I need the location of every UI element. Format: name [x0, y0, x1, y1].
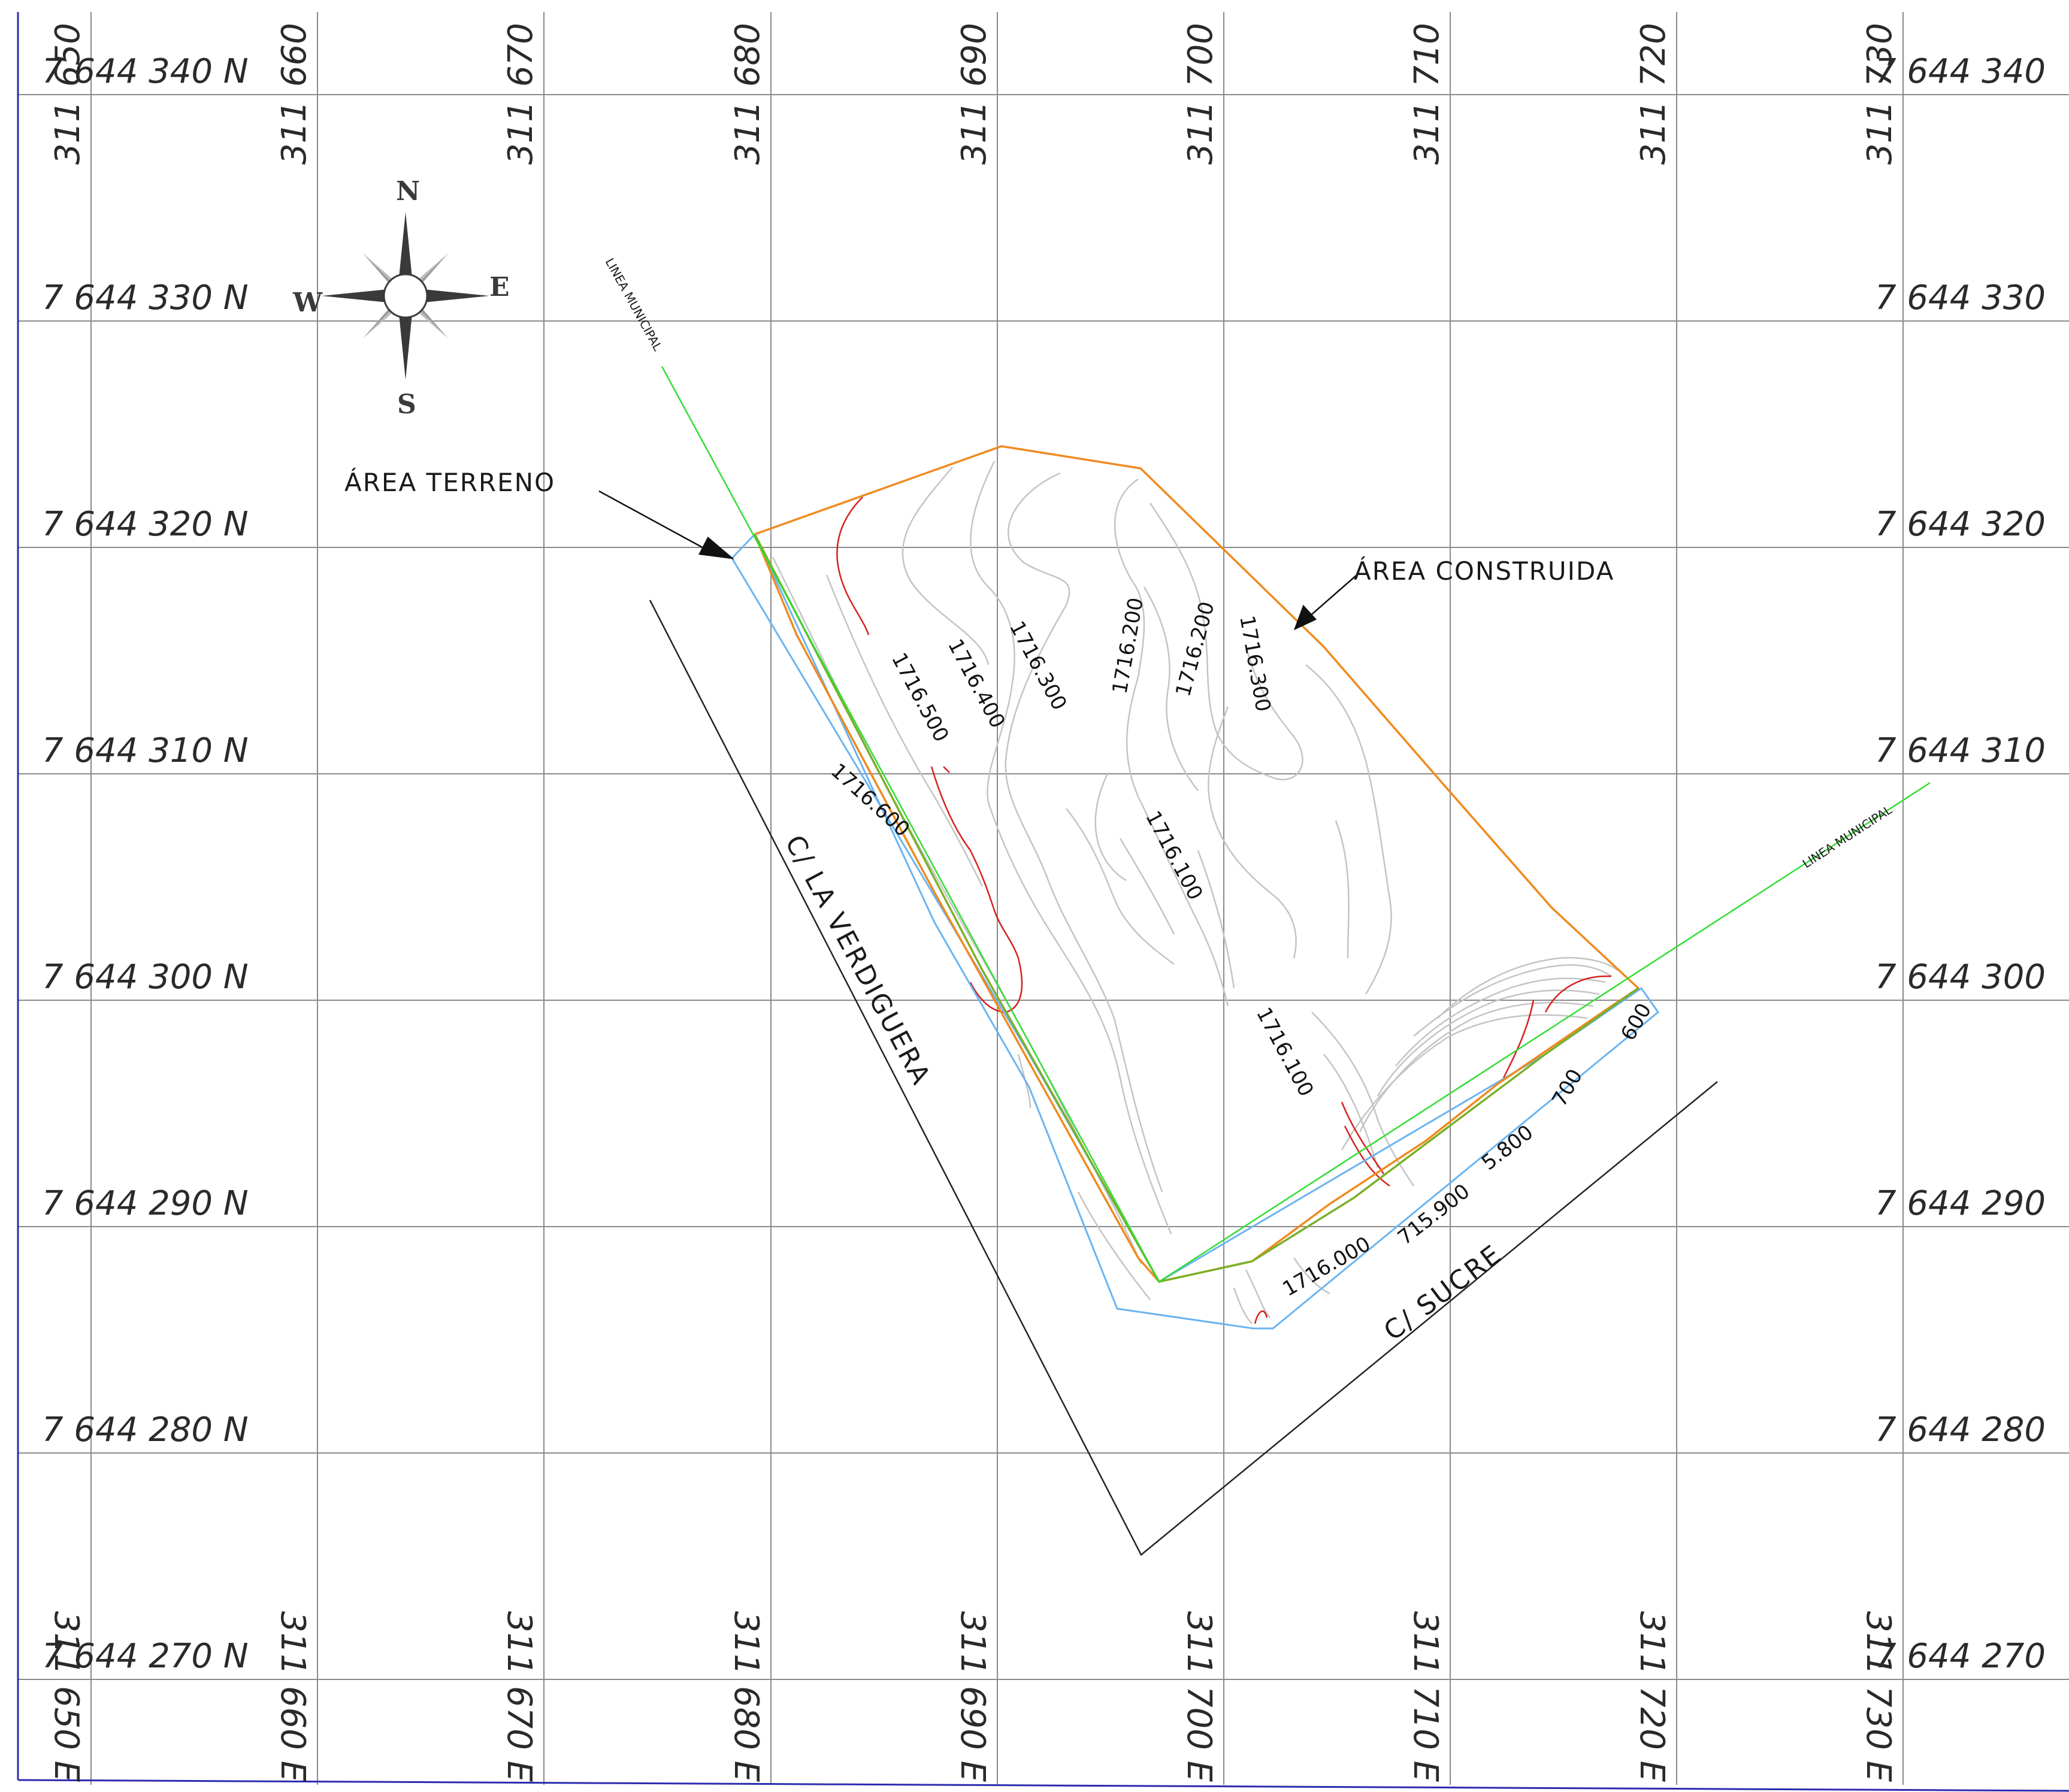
street-edges [649, 600, 1718, 1556]
northing-label: 7 644 290 N [42, 1184, 249, 1223]
arrow-head-icon [1293, 604, 1317, 631]
arrow-head-icon [698, 537, 735, 559]
easting-prefix-top: 311 [49, 101, 87, 165]
street-edge-polyline [649, 600, 1718, 1556]
easting-prefix-bottom: 311 [47, 1611, 86, 1675]
linea-municipal-lines [661, 366, 1931, 1283]
area-construida-boundary [754, 445, 1640, 1283]
contour-label: 1716.300 [1235, 614, 1275, 714]
easting-value-bottom: 730 E [1859, 1686, 1898, 1782]
easting-labels-bottom: 311 650 E 311 660 E 311 670 E 311 680 E … [47, 1611, 1898, 1782]
northing-label-right: 7 644 280 [1875, 1410, 2046, 1449]
northing-labels-left: 7 644 340 N 7 644 330 N 7 644 320 N 7 64… [42, 52, 249, 1676]
compass-south: S [397, 389, 416, 420]
contour-label: 600 [1616, 999, 1656, 1045]
contour-lines [772, 461, 1618, 1324]
easting-value-bottom: 670 E [500, 1686, 539, 1782]
easting-value-top: 680 [728, 23, 767, 87]
compass-west: W [292, 287, 323, 318]
easting-prefix-top: 311 [955, 101, 994, 165]
contour-label: 1716.100 [1251, 1003, 1318, 1100]
easting-value-bottom: 710 E [1406, 1686, 1445, 1782]
northing-label-right: 7 644 300 [1875, 958, 2046, 997]
easting-prefix-bottom: 311 [500, 1611, 539, 1675]
easting-prefix-bottom: 311 [1632, 1611, 1671, 1675]
easting-prefix-bottom: 311 [953, 1611, 992, 1675]
easting-labels-top: 311 650 311 660 311 670 311 680 311 690 … [49, 23, 1899, 165]
northing-label: 7 644 310 N [42, 731, 249, 770]
easting-value-top: 650 [49, 23, 87, 87]
contour-lines-red [836, 497, 1611, 1324]
shared-boundary [754, 534, 1640, 1283]
easting-value-top: 690 [955, 23, 994, 87]
compass-rose: N S E W [292, 176, 510, 420]
easting-prefix-top: 311 [1408, 101, 1447, 165]
easting-prefix-bottom: 311 [1859, 1611, 1898, 1675]
easting-value-bottom: 660 E [273, 1686, 312, 1782]
easting-prefix-bottom: 311 [1179, 1611, 1218, 1675]
contour-label: 715.900 [1393, 1179, 1474, 1250]
northing-label: 7 644 280 N [42, 1410, 249, 1449]
leader-arrows [598, 490, 1357, 631]
area-construida-label: ÁREA CONSTRUIDA [1354, 556, 1614, 586]
northing-label-right: 7 644 310 [1875, 731, 2046, 770]
area-terreno-label: ÁREA TERRENO [344, 467, 555, 497]
easting-value-bottom: 680 E [727, 1686, 766, 1782]
easting-prefix-top: 311 [728, 101, 767, 165]
street-name-sucre: C/ SUCRE [1378, 1239, 1508, 1347]
contour-label: 1716.500 [887, 649, 953, 746]
northing-label-right: 7 644 290 [1875, 1184, 2046, 1223]
easting-prefix-bottom: 311 [727, 1611, 766, 1675]
easting-value-top: 710 [1408, 23, 1447, 87]
easting-prefix-bottom: 311 [273, 1611, 312, 1675]
northing-label: 7 644 320 N [42, 505, 249, 544]
easting-value-bottom: 720 E [1632, 1686, 1671, 1782]
northing-label-right: 7 644 320 [1875, 505, 2046, 544]
coordinate-grid [18, 12, 2069, 1785]
northing-label-right: 7 644 270 [1875, 1637, 2046, 1676]
compass-star-icon [322, 212, 489, 380]
northing-label: 7 644 330 N [42, 279, 249, 317]
easting-prefix-top: 311 [1181, 101, 1220, 165]
easting-prefix-top: 311 [1634, 101, 1673, 165]
northing-label: 7 644 340 N [42, 52, 249, 91]
easting-prefix-bottom: 311 [1406, 1611, 1445, 1675]
linea-municipal-label: LINEA MUNICIPAL [603, 256, 666, 354]
easting-value-top: 700 [1181, 23, 1220, 87]
contour-value-labels: 1716.600 1716.500 1716.400 1716.300 1716… [826, 596, 1656, 1301]
contour-label: 1716.000 [1279, 1232, 1375, 1301]
northing-label: 7 644 270 N [42, 1637, 249, 1676]
easting-value-bottom: 690 E [953, 1686, 992, 1782]
easting-value-bottom: 650 E [47, 1686, 86, 1782]
northing-label: 7 644 300 N [42, 958, 249, 997]
linea-municipal-label: LINEA MUNICIPAL [1800, 802, 1895, 871]
compass-north: N [396, 176, 420, 207]
contour-label: 1716.400 [943, 635, 1009, 732]
contour-label: 700 [1547, 1065, 1587, 1110]
contour-label: 1716.200 [1171, 599, 1220, 699]
easting-prefix-top: 311 [501, 101, 540, 165]
easting-value-top: 670 [501, 23, 540, 87]
easting-prefix-top: 311 [1861, 101, 1899, 165]
map-frame [17, 12, 2069, 1792]
contour-label: 5.800 [1477, 1121, 1538, 1175]
street-name-verdiguera: C/ LA VERDIGUERA [779, 830, 937, 1091]
northing-label-right: 7 644 340 [1875, 52, 2046, 91]
easting-prefix-top: 311 [275, 101, 314, 165]
northing-label-right: 7 644 330 [1875, 279, 2046, 317]
easting-value-top: 720 [1634, 23, 1673, 87]
easting-value-top: 730 [1861, 23, 1899, 87]
northing-labels-right: 7 644 340 7 644 330 7 644 320 7 644 310 … [1875, 52, 2046, 1676]
easting-value-top: 660 [275, 23, 314, 87]
easting-value-bottom: 700 E [1179, 1686, 1218, 1782]
compass-east: E [489, 272, 510, 302]
